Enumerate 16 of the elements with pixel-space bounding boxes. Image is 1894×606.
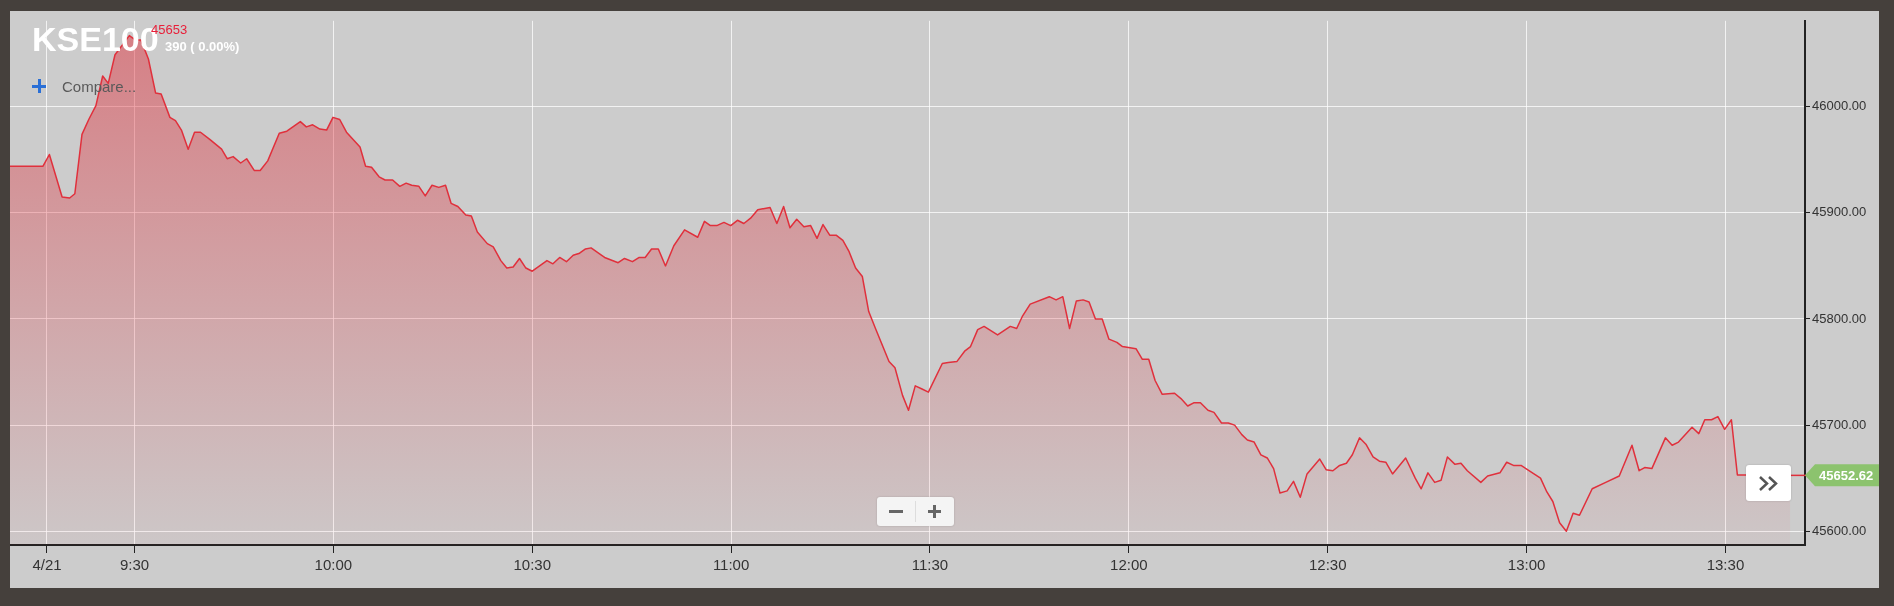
x-tick-label: 11:30 (911, 556, 949, 574)
x-tick-label: 10:00 (314, 556, 353, 574)
x-tick-label: 12:30 (1308, 556, 1347, 574)
annotation: 45652.62 (1819, 467, 1874, 483)
x-tick-label: 12:00 (1110, 556, 1148, 574)
x-tick-label: 9:30 (119, 556, 150, 574)
y-tick-label: 46000.00 (1812, 98, 1867, 114)
y-tick-label: 45900.00 (1812, 204, 1867, 220)
x-tick-label: 13:00 (1507, 556, 1546, 574)
x-tick-label: 13:30 (1706, 556, 1745, 574)
y-tick-label: 45700.00 (1812, 416, 1867, 432)
x-tick-label: 11:00 (712, 556, 750, 574)
x-tick-label: 10:30 (513, 556, 552, 574)
y-tick-label: 45800.00 (1812, 310, 1867, 326)
y-tick-label: 45600.00 (1812, 522, 1867, 538)
x-tick-label: 4/21 (32, 556, 62, 574)
